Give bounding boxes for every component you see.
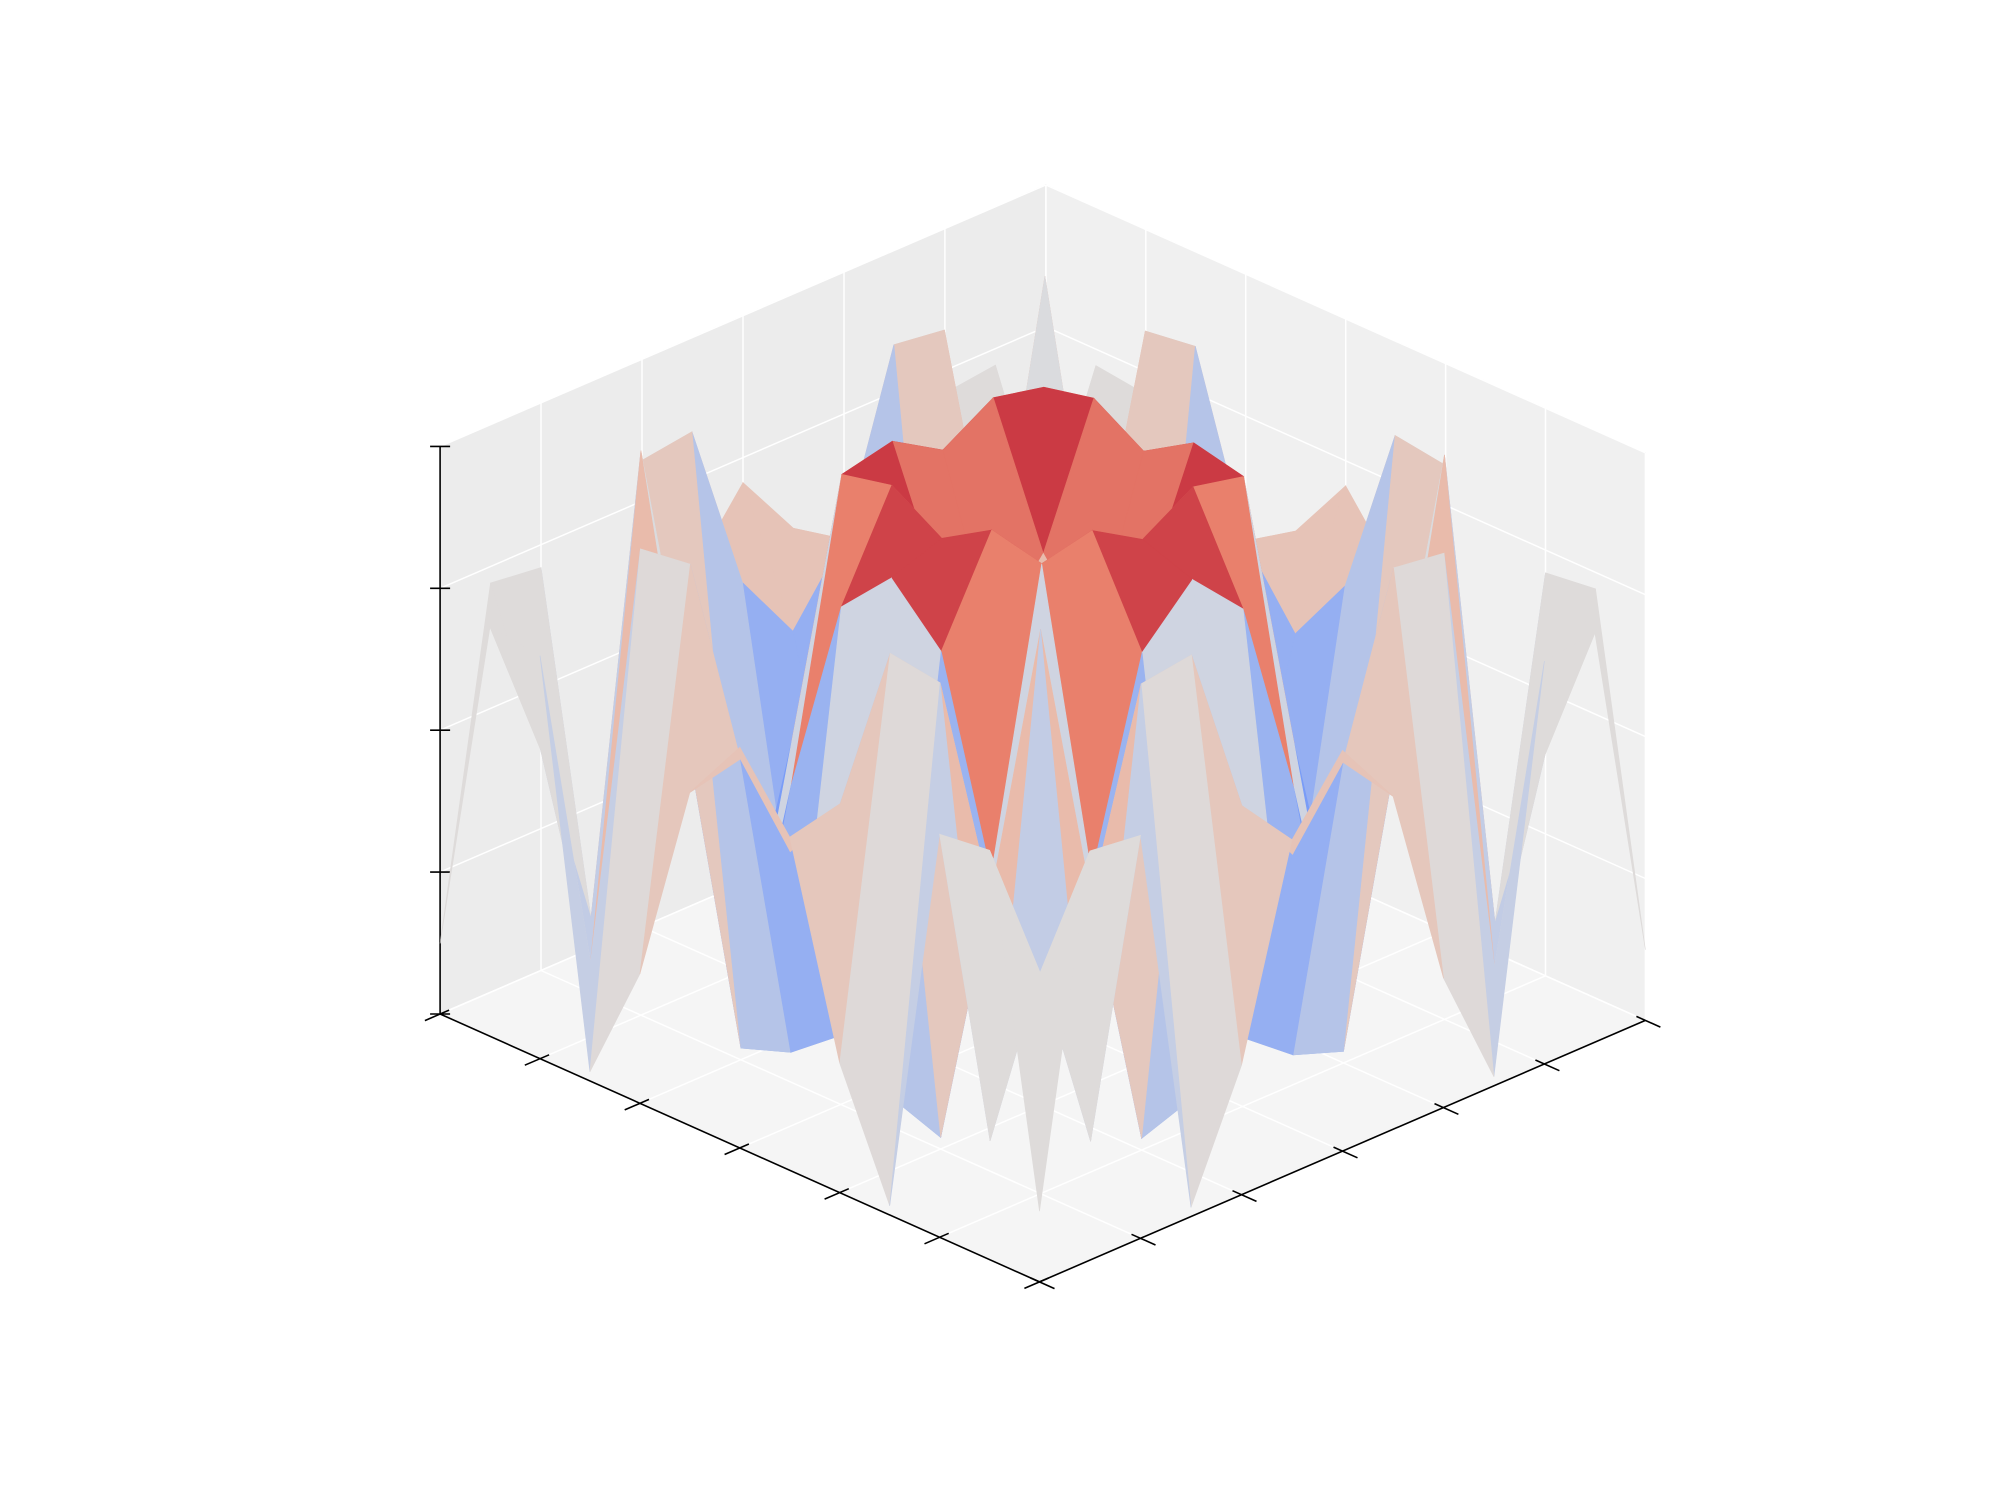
x-tick [1024,1277,1049,1290]
surface-patch [989,850,1091,1212]
grid-line [439,184,1047,448]
y-tick [1333,1146,1358,1159]
grid-line [1045,184,1646,454]
x-tick [424,1009,450,1022]
y-tick [1636,1015,1661,1028]
y-tick [1030,1277,1055,1290]
x-tick [824,1187,850,1200]
y-tick [1131,1233,1156,1246]
x-tick [624,1098,650,1111]
y-tick [1434,1102,1459,1116]
x-tick [724,1143,750,1156]
y-tick [1535,1059,1560,1072]
y-tick [1232,1189,1257,1203]
x-tick [924,1232,950,1245]
surface [439,276,1646,1212]
x-tick [524,1054,550,1066]
